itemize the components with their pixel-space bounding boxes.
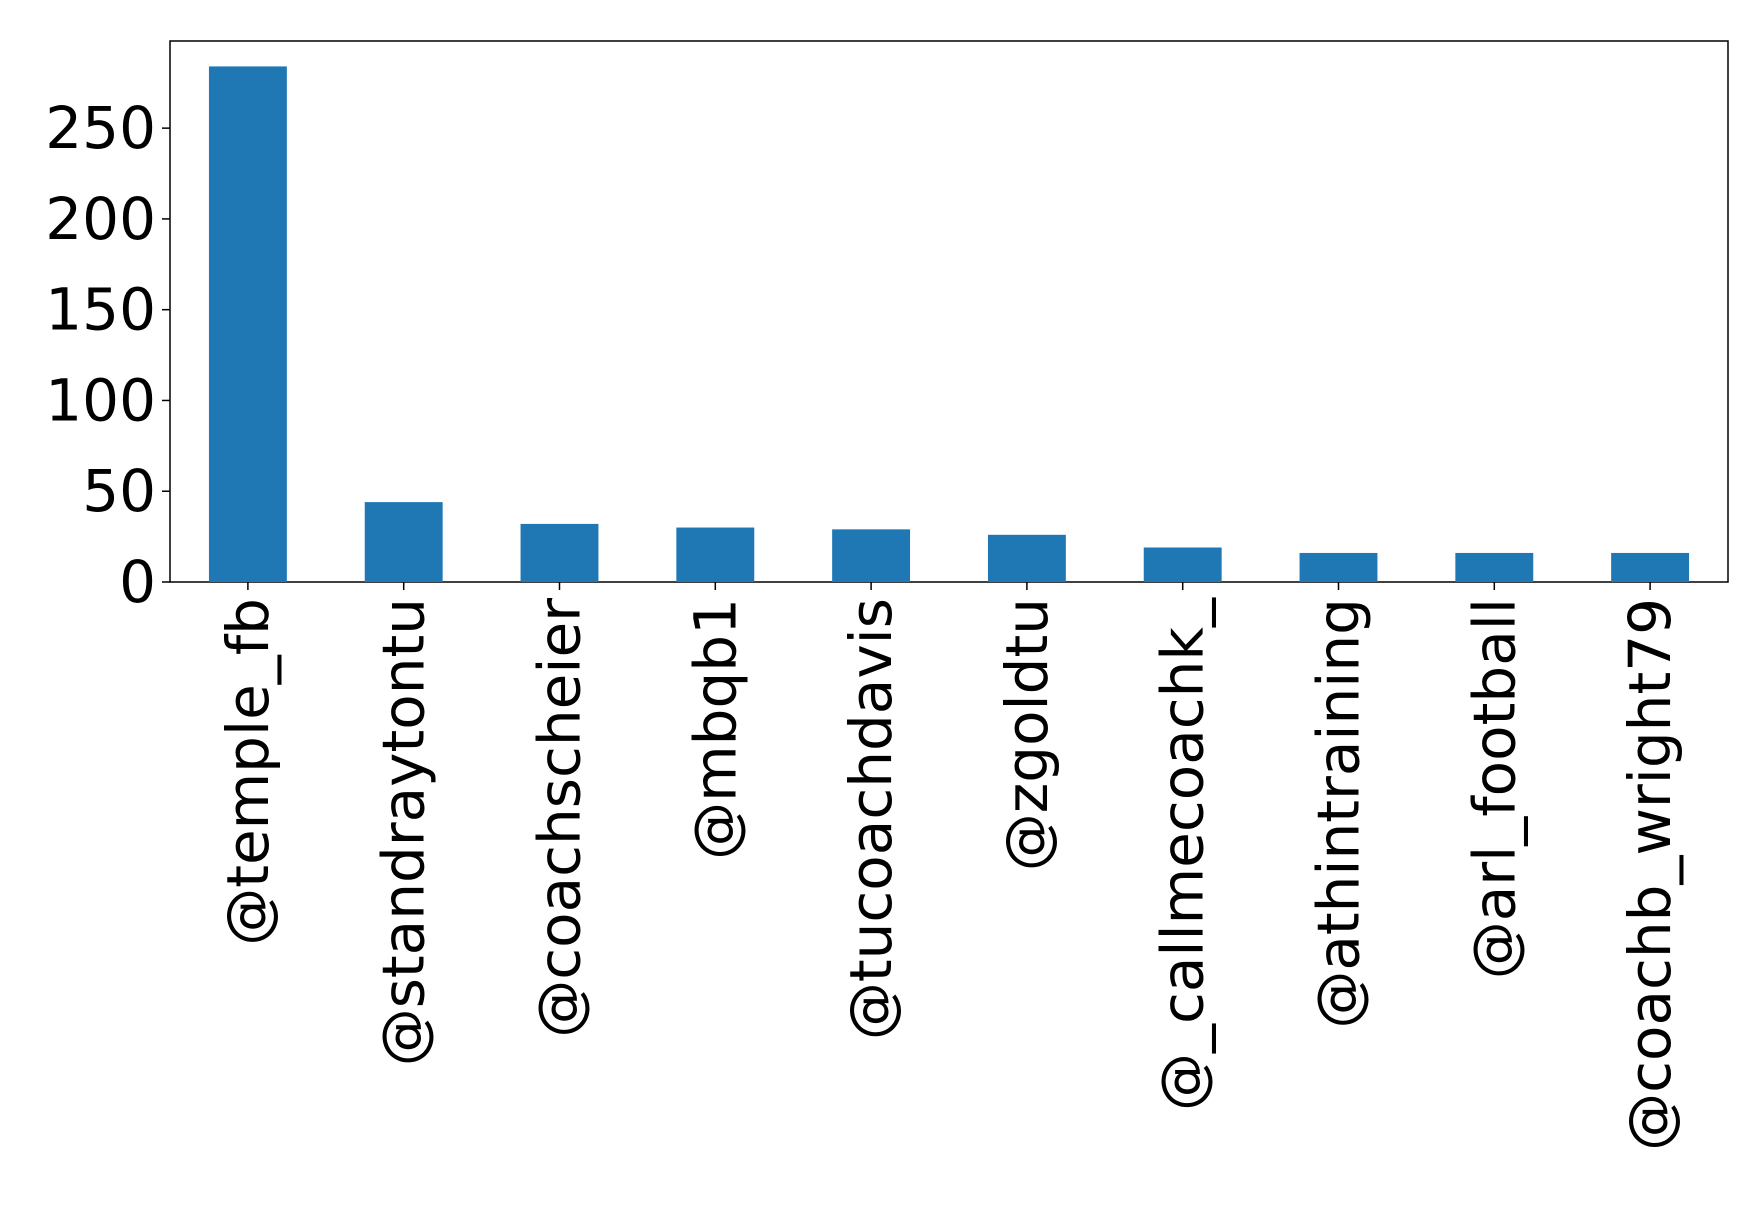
y-tick-label: 250 [45, 94, 156, 162]
x-tick-label: @zgoldtu [993, 598, 1061, 871]
x-tick-label: @tucoachdavis [837, 598, 905, 1040]
y-tick-label: 50 [82, 457, 156, 525]
y-tick-label: 200 [45, 185, 156, 253]
bar [832, 529, 911, 582]
x-tick-label: @standraytontu [370, 598, 438, 1066]
bar [676, 527, 755, 582]
plot-frame [169, 40, 1729, 583]
x-tick-label: @arl_football [1460, 598, 1528, 979]
bar [1143, 547, 1222, 582]
x-tick-label: @coachscheier [526, 598, 594, 1038]
x-tick-label: @coachb_wright79 [1616, 598, 1684, 1151]
x-tick-label: @temple_fb [214, 598, 282, 946]
x-tick-label: @mbqb1 [681, 598, 749, 860]
bar [1299, 552, 1378, 582]
y-tick-label: 0 [119, 548, 156, 616]
x-tick-label: @_callmecoachk_ [1149, 597, 1217, 1111]
bar [520, 523, 599, 582]
x-tick-label: @athintraining [1305, 598, 1373, 1029]
bar [1611, 552, 1690, 582]
y-tick-label: 150 [45, 276, 156, 344]
y-tick-label: 100 [45, 366, 156, 434]
bar [987, 534, 1066, 582]
bar [364, 502, 443, 582]
bar [1455, 552, 1534, 582]
bar [208, 66, 287, 582]
